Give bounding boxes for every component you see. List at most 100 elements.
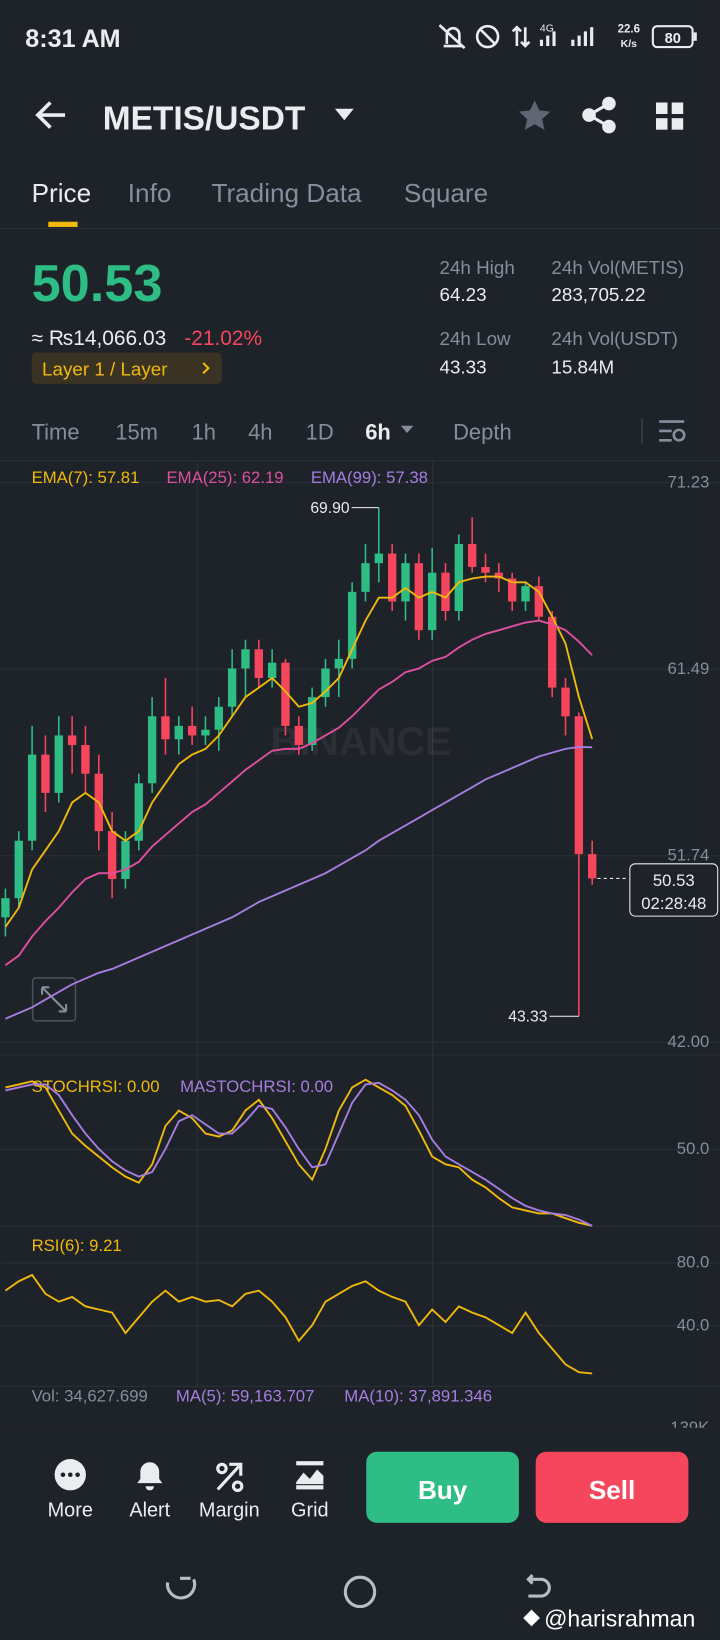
price-tag-countdown: 02:28:48 (641, 894, 706, 913)
divider (0, 1225, 720, 1227)
interval[interactable]: Time (32, 419, 80, 444)
action-label[interactable]: Alert (129, 1500, 170, 1522)
grid-line (0, 1041, 720, 1043)
candle-body (227, 668, 237, 707)
margin-button[interactable] (216, 1462, 244, 1493)
candle-body (347, 591, 357, 659)
y-tick-label: 40.0 (677, 1315, 710, 1334)
candle-body (561, 687, 570, 717)
legend-entry: EMA(7): 57.81 (32, 468, 140, 487)
dnd-slash (479, 28, 496, 45)
candle-body (147, 716, 157, 784)
candle-body (27, 754, 37, 841)
candle-body (588, 854, 597, 879)
buy-label[interactable]: Buy (418, 1475, 468, 1505)
sell-label[interactable]: Sell (589, 1475, 635, 1505)
nav-home[interactable] (343, 1575, 377, 1609)
stat-value: 64.23 (439, 284, 486, 305)
legend-entry: MASTOCHRSI: 0.00 (180, 1077, 333, 1096)
grid-button[interactable] (296, 1461, 324, 1490)
candle-body (254, 649, 263, 679)
candle-body (174, 725, 183, 740)
candle-body (201, 729, 210, 736)
y-tick-label: 51.74 (667, 846, 709, 865)
high-marker (351, 507, 379, 509)
pair-title[interactable]: METIS/USDT (103, 101, 306, 138)
candle-body (574, 716, 584, 855)
signal-bars (539, 27, 594, 47)
low-label: 43.33 (508, 1009, 548, 1026)
interval[interactable]: 4h (248, 419, 272, 444)
candle-body (521, 586, 530, 602)
nav-recents[interactable] (165, 1576, 197, 1600)
y-tick-label: 80.0 (677, 1253, 710, 1272)
favorite-button[interactable] (518, 100, 551, 130)
candle-body (187, 725, 197, 736)
chart-settings[interactable] (659, 420, 686, 442)
tab[interactable]: Price (32, 178, 92, 208)
nav-back[interactable] (526, 1574, 551, 1598)
watermark-icon (523, 1609, 540, 1627)
tab[interactable]: Square (404, 178, 488, 208)
candle-body (507, 578, 517, 602)
candle-body (67, 735, 77, 746)
candle-body (107, 831, 117, 880)
divider (0, 1054, 720, 1056)
fullscreen-button[interactable] (31, 977, 77, 1022)
interval-selected[interactable]: 6h (365, 419, 391, 444)
action-label[interactable]: More (48, 1500, 93, 1522)
candle-body (441, 572, 450, 612)
back-button[interactable] (35, 101, 66, 129)
interval-dropdown[interactable] (400, 425, 414, 434)
price-tag (629, 863, 719, 917)
tag-text[interactable]: Layer 1 / Layer (42, 358, 168, 379)
candle-body (548, 616, 557, 688)
pair-dropdown[interactable] (334, 108, 354, 121)
interval[interactable]: 1h (192, 419, 216, 444)
menu-button[interactable] (655, 102, 684, 130)
more-button[interactable] (54, 1459, 86, 1491)
candle-body (134, 783, 143, 841)
battery (651, 25, 694, 49)
price-change: -21.02% (184, 327, 262, 350)
candle-body (267, 662, 277, 679)
stat-value: 15.84M (551, 356, 614, 377)
share-button[interactable] (582, 96, 616, 134)
candle-body (467, 544, 477, 567)
interval[interactable]: 1D (306, 419, 334, 444)
separator (641, 418, 643, 444)
action-label[interactable]: Grid (291, 1500, 329, 1522)
high-label: 69.90 (310, 500, 350, 517)
tag-chip[interactable] (31, 352, 222, 384)
buy-button[interactable] (366, 1451, 519, 1523)
candle-body (454, 544, 464, 612)
candle-wick (191, 706, 193, 746)
stat-label: 24h Vol(USDT) (551, 328, 678, 349)
alert-button[interactable] (137, 1462, 163, 1491)
candle-body (294, 725, 303, 746)
interval[interactable]: 15m (115, 419, 158, 444)
battery-level: 80 (665, 31, 681, 47)
ema-line (4, 575, 594, 928)
interval[interactable]: Depth (453, 419, 512, 444)
tab[interactable]: Trading Data (211, 178, 362, 208)
legend-entry: MA(5): 59,163.707 (176, 1387, 314, 1406)
y-tick-label: 42.00 (667, 1032, 709, 1051)
action-label[interactable]: Margin (199, 1500, 260, 1522)
ema-line (5, 745, 593, 1020)
legend-entry: MA(10): 37,891.346 (344, 1387, 492, 1406)
ema-line (4, 619, 593, 966)
tag-chevron (202, 362, 210, 375)
tab[interactable]: Info (128, 178, 172, 208)
stochrsi-line (5, 1078, 593, 1227)
status-icons (438, 24, 531, 50)
tab-indicator (48, 221, 78, 227)
fullscreen-icon (40, 986, 68, 1013)
candle-body (534, 586, 544, 617)
candle-body (1, 898, 10, 918)
low-marker (549, 1015, 579, 1017)
data-icon (511, 25, 531, 48)
candle-body (374, 553, 384, 564)
sell-button[interactable] (535, 1451, 689, 1523)
